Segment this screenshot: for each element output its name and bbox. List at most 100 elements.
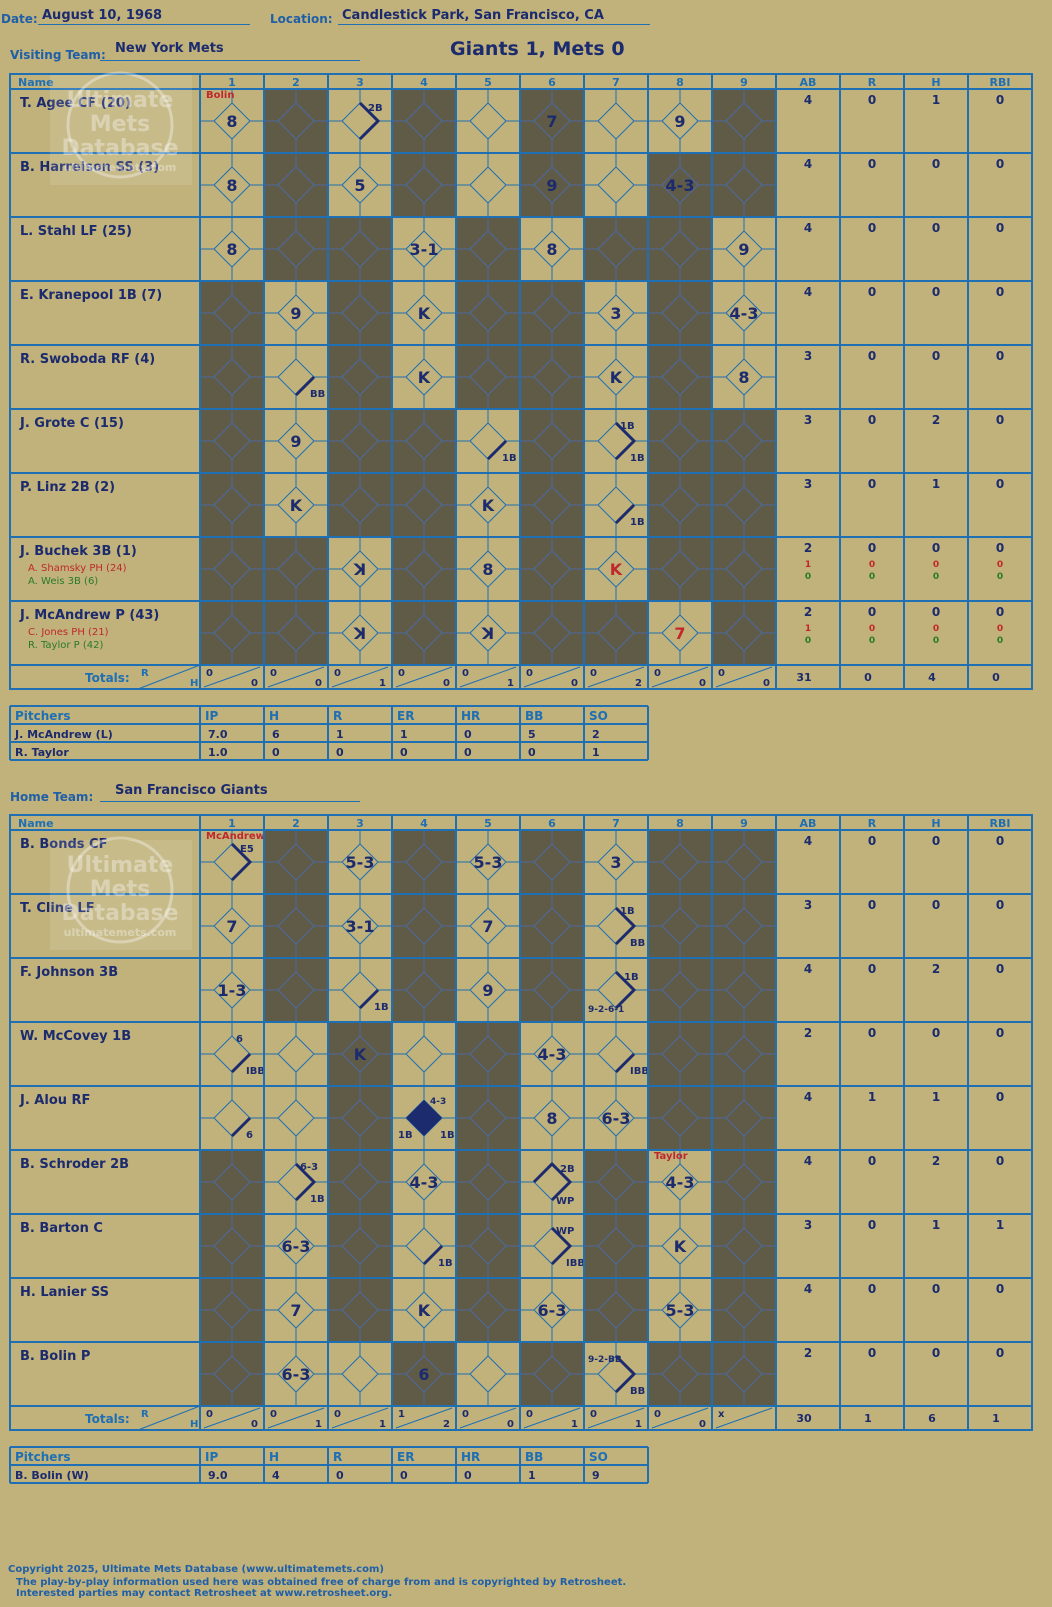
visiting-watermark-text: Database [61, 136, 178, 161]
visiting-sub-player-stat: 0 [805, 572, 811, 582]
home-totals-row [9, 1405, 1033, 1431]
home-totals-label: Totals: [85, 1412, 130, 1426]
location-label: Location: [270, 12, 333, 26]
home-play-result: BB [630, 938, 645, 949]
visiting-player-stat-h: 1 [932, 93, 940, 107]
home-play-result: 2B [560, 1164, 575, 1175]
visiting-diamond [469, 422, 507, 460]
visiting-pitcher-stat: 0 [400, 746, 408, 759]
home-player-stat-ab: 4 [804, 834, 812, 848]
home-player-name: B. Schroder 2B [20, 1157, 129, 1172]
home-player-stat-r: 0 [868, 1282, 876, 1296]
home-header-inning-2: 2 [292, 817, 300, 830]
visiting-player-stat-ab: 2 [804, 605, 812, 619]
visiting-sub-player-stat: 0 [997, 572, 1003, 582]
visiting-inning-runs: 0 [462, 668, 469, 679]
visiting-header-name: Name [18, 76, 54, 89]
visiting-diamond [469, 166, 507, 204]
home-diamond [597, 1035, 635, 1073]
home-inning-total-slash [203, 1407, 261, 1429]
visiting-player-stat-r: 0 [868, 157, 876, 171]
home-play-result: 6-3 [602, 1109, 631, 1128]
home-player-stat-r: 0 [868, 834, 876, 848]
visiting-pitcher-stat: 0 [464, 728, 472, 741]
visiting-inning-runs: 0 [270, 668, 277, 679]
home-player-stat-r: 0 [868, 962, 876, 976]
visiting-player-stat-rbi: 0 [996, 93, 1004, 107]
home-play-result: 4-3 [538, 1045, 567, 1064]
visiting-player-stat-h: 0 [932, 605, 940, 619]
visiting-sub-player-stat: 0 [933, 572, 939, 582]
visiting-inning-hits: 1 [507, 678, 514, 689]
home-header-r: R [868, 817, 877, 830]
home-header-rbi: RBI [990, 817, 1011, 830]
home-player-stat-h: 2 [932, 1154, 940, 1168]
home-pitcher-stat: 4 [272, 1469, 280, 1482]
visiting-inning-hits: 0 [699, 678, 706, 689]
home-player-name: B. Barton C [20, 1221, 103, 1236]
home-player-stat-rbi: 0 [996, 1090, 1004, 1104]
home-play-note: 6-3 [300, 1162, 318, 1173]
home-inning-hits: 1 [571, 1419, 578, 1430]
visiting-team-total-rbi: 0 [992, 671, 1000, 684]
visiting-play-result: 9 [546, 176, 557, 195]
visiting-player-stat-r: 0 [868, 605, 876, 619]
visiting-play-result: 4-3 [666, 176, 695, 195]
visiting-player-stat-rbi: 0 [996, 477, 1004, 491]
home-play-result: K [354, 1045, 367, 1064]
home-inning-hits: 0 [251, 1419, 258, 1430]
visiting-player-stat-ab: 3 [804, 477, 812, 491]
visiting-pitcher-stat: 1.0 [208, 746, 228, 759]
visiting-pitcher-stat: 0 [464, 746, 472, 759]
home-inning-hits: 0 [507, 1419, 514, 1430]
visiting-inning-total-slash [331, 666, 389, 688]
visiting-play-result: K [610, 560, 623, 579]
visiting-player-name: P. Linz 2B (2) [20, 480, 115, 495]
home-pitcher-change-note: Taylor [654, 1151, 688, 1162]
visiting-player-name: J. McAndrew P (43) [19, 608, 159, 623]
visiting-player-stat-ab: 4 [804, 221, 812, 235]
home-play-result: 3-1 [346, 917, 375, 936]
home-player-stat-r: 0 [868, 1218, 876, 1232]
visiting-inning-total-slash [587, 666, 645, 688]
visiting-sub-player-stat: 0 [997, 560, 1003, 570]
visiting-basepath-mark [486, 439, 508, 461]
home-player-stat-rbi: 0 [996, 962, 1004, 976]
home-player-stat-rbi: 1 [996, 1218, 1004, 1232]
home-header-inning-4: 4 [420, 817, 428, 830]
home-play-result: IBB [246, 1066, 265, 1077]
home-play-result: 4-3 [410, 1173, 439, 1192]
visiting-player-stat-rbi: 0 [996, 221, 1004, 235]
home-header-name: Name [18, 817, 54, 830]
visiting-player-stat-r: 0 [868, 93, 876, 107]
home-inning-runs: 0 [334, 1409, 341, 1420]
visiting-inning-hits: 0 [315, 678, 322, 689]
home-player-stat-h: 0 [932, 1282, 940, 1296]
visiting-pitcher-header: H [269, 709, 279, 723]
visiting-player-name: J. Buchek 3B (1) [19, 544, 137, 559]
visiting-inning-total-slash [459, 666, 517, 688]
visiting-header-inning-3: 3 [356, 76, 364, 89]
visiting-pitcher-header: R [333, 709, 342, 723]
visiting-inning-runs: 0 [718, 668, 725, 679]
home-inning-total-slash [331, 1407, 389, 1429]
date-underline [38, 24, 250, 25]
home-basepath-mark [614, 970, 637, 1010]
visiting-player-stat-r: 0 [868, 349, 876, 363]
visiting-inning-total-slash [651, 666, 709, 688]
visiting-player-stat-r: 0 [868, 477, 876, 491]
home-totals-h-label: H [190, 1419, 198, 1430]
home-watermark-text: Mets [90, 877, 150, 902]
home-play-result: 3 [610, 853, 621, 872]
home-player-stat-rbi: 0 [996, 1154, 1004, 1168]
visiting-player-stat-h: 0 [932, 221, 940, 235]
visiting-play-result: 1B [630, 453, 645, 464]
home-player-stat-rbi: 0 [996, 1282, 1004, 1296]
visiting-header-r: R [868, 76, 877, 89]
visiting-inning-total-slash [715, 666, 773, 688]
home-player-name: B. Bolin P [20, 1349, 90, 1364]
visiting-inning-runs: 0 [334, 668, 341, 679]
home-player-stat-h: 2 [932, 962, 940, 976]
visiting-watermark-logo-ring [66, 71, 174, 179]
home-header-inning-9: 9 [740, 817, 748, 830]
